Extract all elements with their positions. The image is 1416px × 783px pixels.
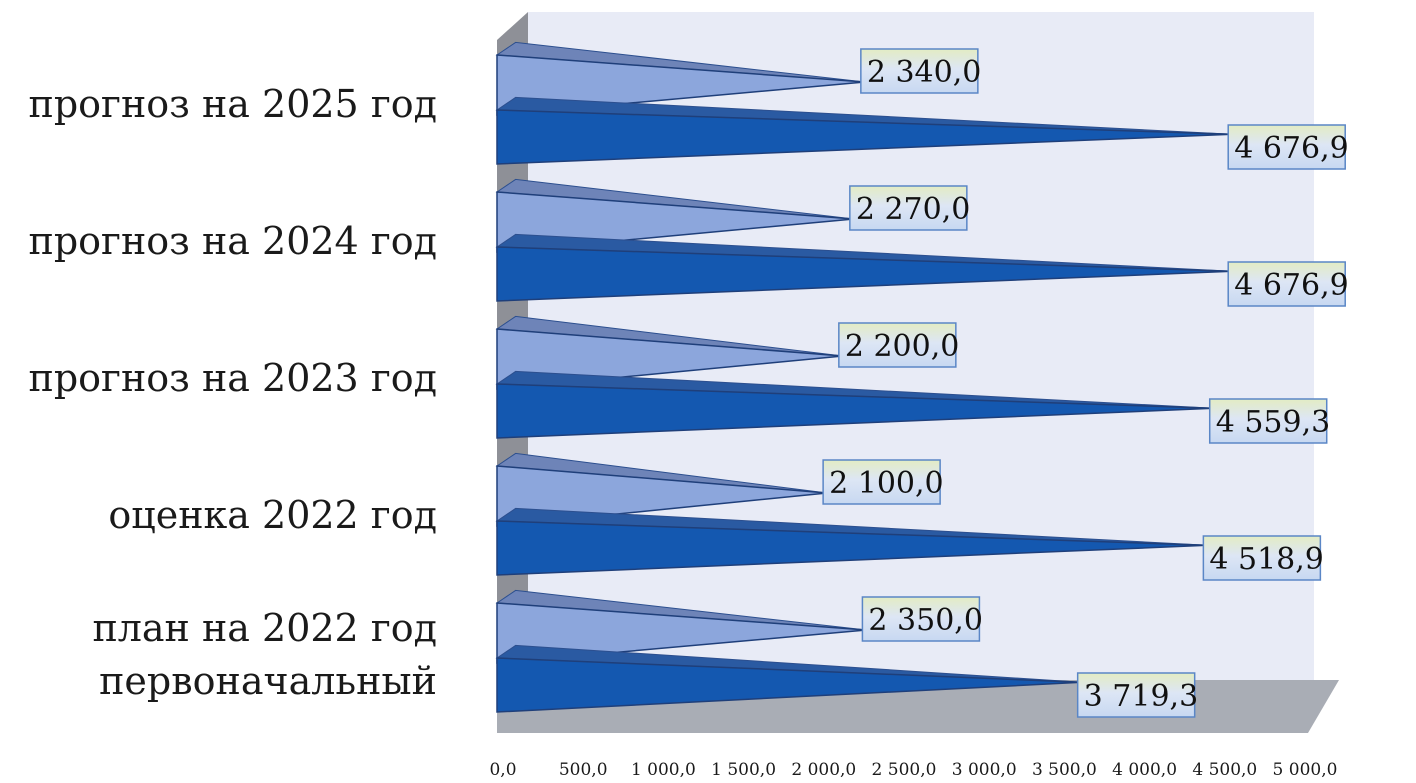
value-label-series1-0-text: 2 350,0: [868, 603, 983, 638]
category-label-0-0: план на 2022 год: [92, 606, 437, 650]
bar-series1-1: [495, 452, 828, 527]
category-labels-layer: план на 2022 год первоначальный оценка 202…: [29, 82, 437, 703]
value-label-series2-4-text: 4 676,9: [1234, 131, 1349, 166]
bar-series2-0: [495, 644, 1082, 713]
value-labels-layer: 2 350,0 3 719,3 2 100,0 4 518,9 2 200,0 4 559…: [822, 48, 1349, 718]
bar-series2-1: [495, 507, 1208, 576]
value-label-series2-1-text: 4 518,9: [1209, 542, 1324, 577]
x-axis-ticks-layer: 0,0 500,0 1 000,0 1 500,0 2 000,0 2 500,0 3 00…: [489, 760, 1337, 780]
category-label-1-0: оценка 2022 год: [108, 493, 437, 537]
bar-series2-3: [495, 233, 1233, 302]
value-label-series2-2-text: 4 559,3: [1216, 405, 1331, 440]
bar-series1-3: [495, 178, 854, 253]
value-label-series2-4: 4 676,9: [1227, 124, 1349, 170]
value-label-series1-3-text: 2 270,0: [856, 192, 971, 227]
value-label-series1-1-text: 2 100,0: [829, 466, 944, 501]
value-label-series1-1: 2 100,0: [822, 459, 944, 505]
x-tick-label-8: 4 000,0: [1112, 760, 1177, 780]
value-label-series2-0: 3 719,3: [1076, 672, 1199, 718]
bar-series2-2: [495, 370, 1214, 439]
x-tick-label-4: 2 000,0: [791, 760, 856, 780]
x-tick-label-7: 3 500,0: [1032, 760, 1097, 780]
x-tick-label-10: 5 000,0: [1273, 760, 1338, 780]
value-label-series2-2: 4 559,3: [1208, 398, 1331, 444]
value-label-series1-2: 2 200,0: [838, 322, 960, 368]
bar-series1-4: [495, 41, 865, 116]
value-label-series2-3: 4 676,9: [1227, 261, 1349, 307]
value-label-series1-4-text: 2 340,0: [867, 55, 982, 90]
value-label-series1-4: 2 340,0: [860, 48, 982, 94]
x-tick-label-1: 500,0: [559, 760, 608, 780]
x-tick-label-2: 1 000,0: [631, 760, 696, 780]
category-label-2-0: прогноз на 2023 год: [29, 356, 437, 400]
category-label-0-1: первоначальный: [99, 659, 437, 703]
category-label-3-0: прогноз на 2024 год: [29, 219, 437, 263]
x-tick-label-9: 4 500,0: [1192, 760, 1257, 780]
x-tick-label-0: 0,0: [489, 760, 516, 780]
value-label-series1-3: 2 270,0: [849, 185, 971, 231]
x-tick-label-3: 1 500,0: [711, 760, 776, 780]
value-label-series2-3-text: 4 676,9: [1234, 268, 1349, 303]
value-label-series1-0: 2 350,0: [861, 596, 983, 642]
value-label-series1-2-text: 2 200,0: [845, 329, 960, 364]
bar-series1-2: [495, 315, 843, 390]
bars-layer: [495, 41, 1233, 713]
category-label-4-0: прогноз на 2025 год: [29, 82, 437, 126]
value-label-series2-1: 4 518,9: [1202, 535, 1324, 581]
value-label-series2-0-text: 3 719,3: [1084, 679, 1199, 714]
bar-series2-4: [495, 96, 1233, 165]
bar-series1-0: [495, 589, 867, 664]
x-tick-label-5: 2 500,0: [872, 760, 937, 780]
x-tick-label-6: 3 000,0: [952, 760, 1017, 780]
